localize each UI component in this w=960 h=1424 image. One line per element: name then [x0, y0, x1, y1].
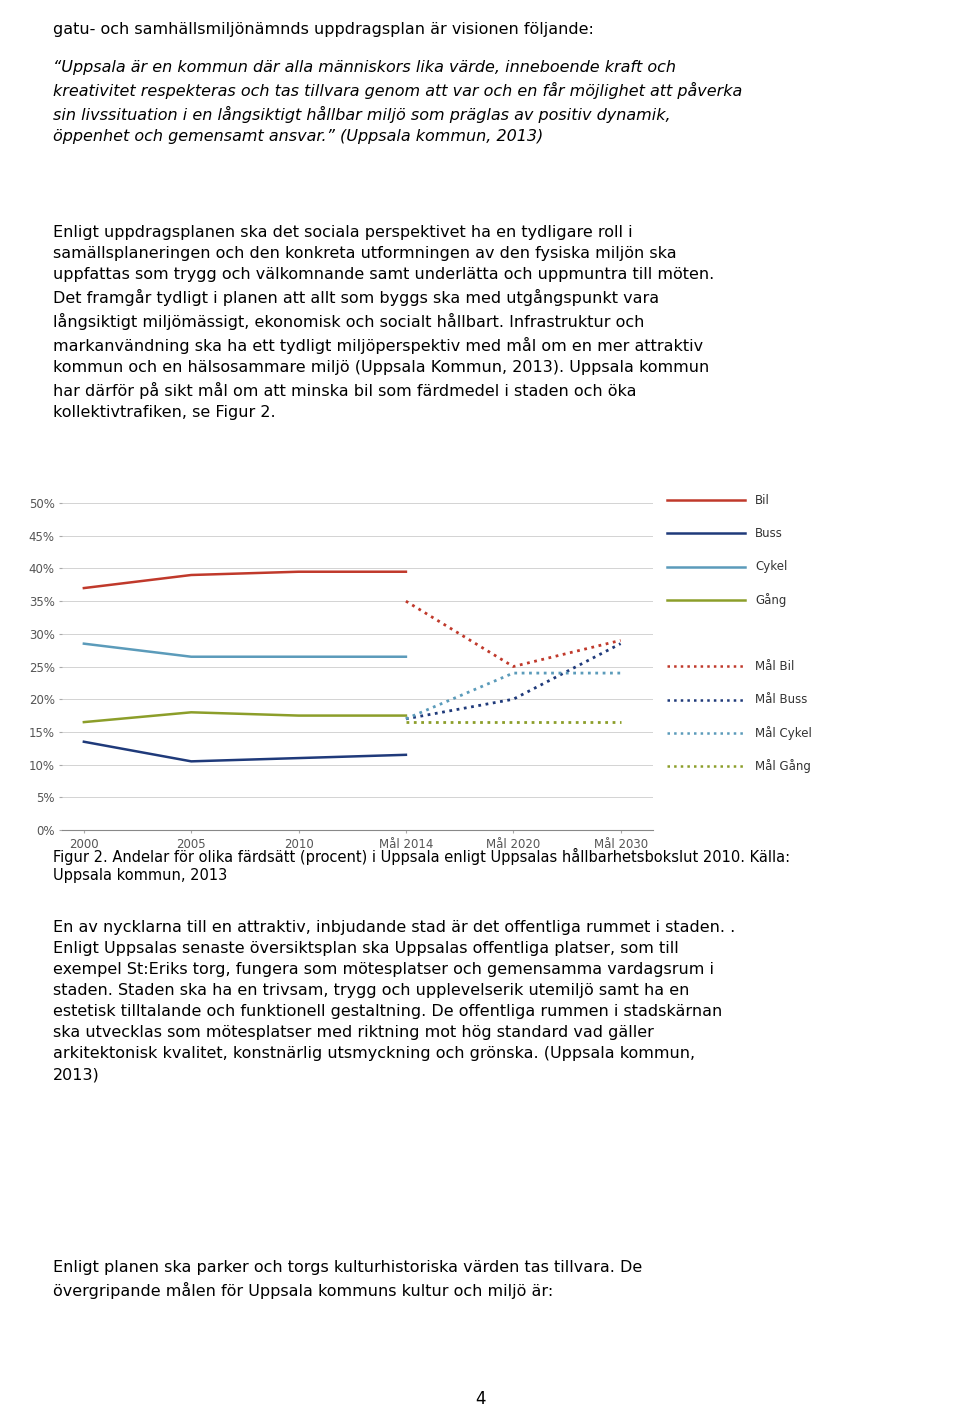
Text: En av nycklarna till en attraktiv, inbjudande stad är det offentliga rummet i st: En av nycklarna till en attraktiv, inbju… [53, 920, 735, 1082]
Text: Mål Bil: Mål Bil [756, 659, 795, 674]
Text: Mål Buss: Mål Buss [756, 693, 807, 706]
Text: Buss: Buss [756, 527, 783, 540]
Text: Mål Gång: Mål Gång [756, 759, 811, 773]
Text: 4: 4 [475, 1390, 485, 1408]
Text: gatu- och samhällsmiljönämnds uppdragsplan är visionen följande:: gatu- och samhällsmiljönämnds uppdragspl… [53, 21, 593, 37]
Text: Figur 2. Andelar för olika färdsätt (procent) i Uppsala enligt Uppsalas hållbarh: Figur 2. Andelar för olika färdsätt (pro… [53, 849, 790, 864]
Text: Bil: Bil [756, 494, 770, 507]
Text: Enligt planen ska parker och torgs kulturhistoriska värden tas tillvara. De
över: Enligt planen ska parker och torgs kultu… [53, 1260, 642, 1299]
Text: Gång: Gång [756, 592, 786, 607]
Text: Enligt uppdragsplanen ska det sociala perspektivet ha en tydligare roll i
samäll: Enligt uppdragsplanen ska det sociala pe… [53, 225, 714, 420]
Text: Uppsala kommun, 2013: Uppsala kommun, 2013 [53, 869, 228, 883]
Text: Mål Cykel: Mål Cykel [756, 726, 812, 740]
Text: Cykel: Cykel [756, 560, 788, 574]
Text: “Uppsala är en kommun där alla människors lika värde, inneboende kraft och
kreat: “Uppsala är en kommun där alla människor… [53, 60, 742, 144]
